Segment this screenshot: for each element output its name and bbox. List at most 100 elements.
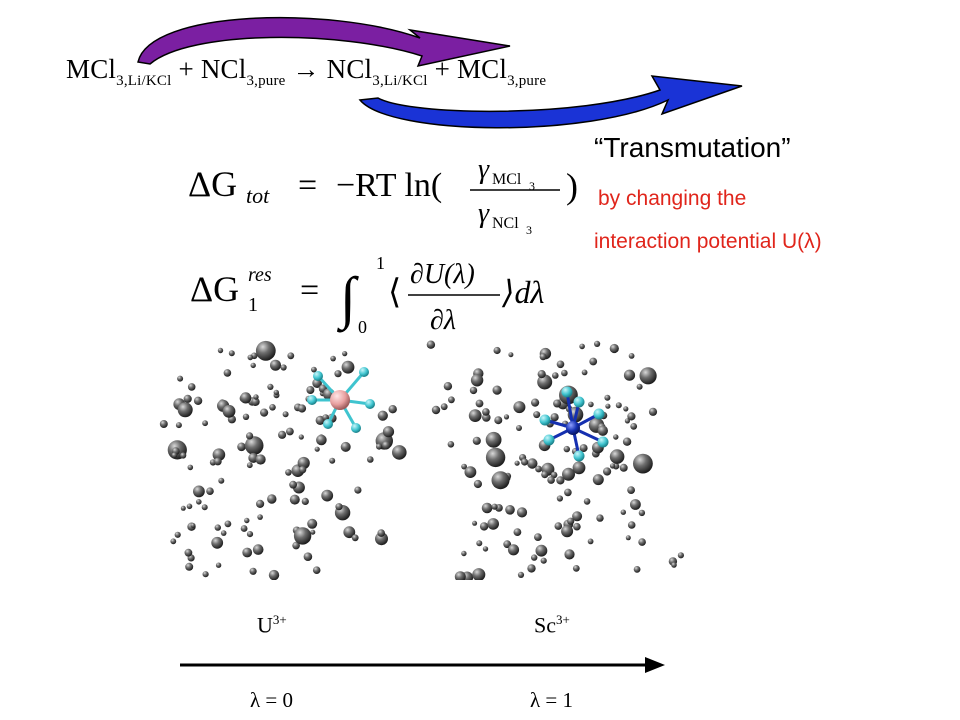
- solvent-sphere: [180, 452, 187, 459]
- solvent-sphere: [613, 434, 619, 440]
- solvent-sphere: [237, 442, 246, 452]
- solvent-sphere: [521, 458, 529, 466]
- solvent-sphere: [573, 522, 581, 531]
- molecular-snapshots: [159, 340, 685, 580]
- solvent-sphere: [535, 544, 548, 557]
- solvent-sphere: [638, 509, 646, 517]
- solvent-sphere: [677, 552, 685, 559]
- solvent-sphere: [472, 520, 478, 526]
- solvent-sphere: [572, 461, 586, 475]
- solvent-sphere: [388, 405, 397, 414]
- solvent-sphere: [220, 530, 227, 536]
- eq2-integral: ∫: [336, 265, 359, 333]
- solvent-sphere: [440, 403, 448, 411]
- solvent-sphere: [193, 485, 205, 498]
- solvent-sphere: [159, 420, 168, 428]
- note-line-2: interaction potential U(λ): [594, 230, 822, 253]
- solvent-sphere: [196, 499, 202, 505]
- solvent-sphere: [630, 423, 638, 430]
- ligand-atom: [573, 450, 585, 462]
- eq1-gamma-top: γ: [478, 154, 490, 185]
- ligand-atom: [313, 371, 323, 381]
- solvent-sphere: [461, 550, 467, 557]
- solvent-sphere: [541, 471, 549, 479]
- solvent-sphere: [609, 463, 616, 469]
- solvent-sphere: [475, 399, 484, 408]
- solvent-sphere: [297, 404, 307, 413]
- solvent-sphere: [330, 355, 336, 362]
- solvent-sphere: [171, 452, 178, 458]
- solvent-sphere: [240, 525, 248, 532]
- solvent-sphere: [461, 463, 467, 470]
- free-energy-equation: ΔG tot = −RT ln( γ MCl 3 γ NCl 3 ): [188, 154, 578, 237]
- center-ion-sc: [566, 421, 580, 435]
- solvent-sphere: [426, 340, 436, 349]
- solvent-sphere: [240, 392, 252, 404]
- eq1-equals: =: [298, 167, 317, 204]
- solvent-sphere: [503, 540, 512, 549]
- left-snapshot-u3: [159, 340, 407, 580]
- solvent-sphere: [609, 449, 625, 464]
- solvent-sphere: [592, 474, 604, 486]
- solvent-sphere: [516, 507, 528, 518]
- solvent-sphere: [505, 505, 515, 515]
- solvent-sphere: [563, 445, 570, 453]
- solvent-sphere: [472, 436, 481, 445]
- solvent-sphere: [561, 369, 568, 377]
- solvent-sphere: [316, 434, 327, 446]
- solvent-sphere: [270, 359, 281, 371]
- solvent-sphere: [447, 441, 455, 448]
- solvent-sphere: [193, 396, 203, 405]
- solvent-sphere: [351, 534, 359, 542]
- solvent-sphere: [342, 351, 348, 357]
- solvent-sphere: [244, 436, 264, 455]
- solvent-sphere: [464, 466, 477, 478]
- solvent-sphere: [214, 524, 221, 531]
- solvent-sphere: [531, 554, 538, 561]
- ligand-atom: [597, 436, 609, 448]
- solvent-sphere: [267, 383, 274, 390]
- solvent-sphere: [177, 375, 184, 382]
- solvent-sphere: [485, 447, 506, 468]
- solvent-sphere: [583, 498, 591, 505]
- solvent-sphere: [454, 571, 466, 580]
- solvent-sphere: [211, 536, 224, 549]
- solvent-sphere: [540, 557, 547, 564]
- solvent-sphere: [482, 546, 489, 552]
- residual-free-energy-equation: ΔG res 1 = ∫ 1 0 ⟨ ∂U(λ) ∂λ ⟩dλ: [190, 253, 544, 337]
- solvent-sphere: [597, 425, 608, 436]
- solvent-sphere: [527, 458, 538, 469]
- solvent-sphere: [289, 480, 297, 489]
- solvent-sphere: [508, 352, 514, 358]
- solvent-sphere: [260, 408, 269, 417]
- exchange-arrows: [137, 16, 743, 129]
- solvent-sphere: [513, 401, 526, 414]
- solvent-sphere: [253, 394, 259, 400]
- solvent-sphere: [588, 401, 594, 408]
- eq1-lhs: ΔG: [188, 164, 237, 204]
- solvent-sphere: [244, 517, 250, 524]
- solvent-sphere: [213, 457, 222, 466]
- solvent-sphere: [280, 364, 287, 371]
- solvent-sphere: [491, 471, 510, 490]
- eq1-gamma-bottom-subsub: 3: [526, 223, 532, 237]
- solvent-sphere: [604, 394, 611, 401]
- ion-label-u3: U3+: [257, 612, 287, 638]
- solvent-sphere: [494, 416, 503, 425]
- solvent-sphere: [572, 511, 583, 522]
- blue-exchange-arrow: [358, 75, 743, 129]
- eq1-gamma-bottom-sub: NCl: [492, 215, 519, 232]
- ligand-atom: [543, 434, 555, 446]
- solvent-sphere: [292, 541, 300, 550]
- solvent-sphere: [561, 525, 574, 538]
- eq2-lower-limit: 0: [358, 317, 367, 337]
- solvent-sphere: [485, 431, 502, 448]
- solvent-sphere: [301, 497, 309, 505]
- eq1-gamma-top-subsub: 3: [529, 179, 535, 193]
- solvent-sphere: [487, 518, 500, 530]
- solvent-sphere: [170, 538, 177, 545]
- eq2-numerator: ∂U(λ): [410, 259, 475, 290]
- solvent-sphere: [636, 383, 643, 390]
- solvent-sphere: [517, 571, 525, 578]
- solvent-sphere: [622, 437, 632, 446]
